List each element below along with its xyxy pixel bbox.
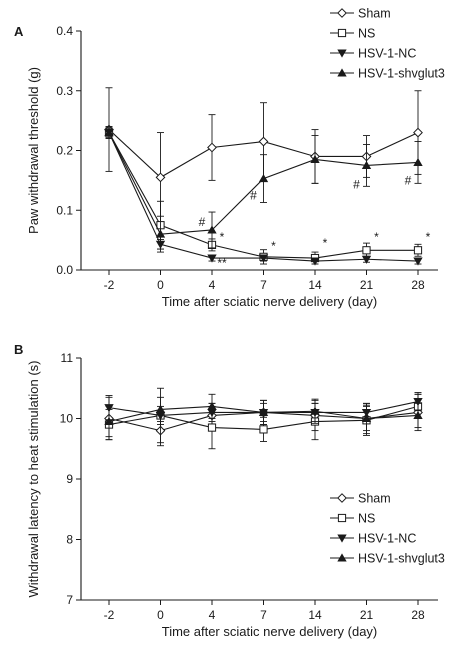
data-point: [310, 257, 320, 266]
data-point: [413, 398, 423, 407]
chart-panel-b: B 7 8 9 10 11 -2 0 4 7 14 21 28 Time after sciatic ne…: [14, 342, 445, 639]
legend-marker: [337, 553, 347, 562]
significance-marker: **: [217, 256, 227, 270]
significance-marker: *: [426, 230, 431, 244]
data-point: [413, 127, 423, 138]
legend-marker: [337, 513, 347, 523]
data-point: [207, 423, 217, 432]
y-tick-label: 9: [66, 472, 73, 486]
legend-entry: HSV-1-NC: [358, 47, 416, 61]
legend-marker: [337, 534, 347, 543]
x-axis-title: Time after sciatic nerve delivery (day): [162, 624, 378, 639]
x-tick-label: 28: [411, 278, 425, 292]
x-tick-label: 0: [157, 278, 164, 292]
data-point: [413, 257, 423, 266]
y-tick-label: 0.1: [56, 203, 73, 217]
legend-entry: NS: [358, 512, 375, 526]
legend-entry: Sham: [358, 7, 391, 21]
data-point: [259, 425, 268, 434]
y-axis-title: Paw withdrawal threshold (g): [26, 67, 41, 234]
panel-letter: B: [14, 342, 23, 357]
panel-letter: A: [14, 24, 24, 39]
legend: Sham NS HSV-1-NC HSV-1-shvglut3: [330, 492, 445, 566]
data-point: [207, 225, 217, 234]
y-axis-title: Withdrawal latency to heat stimulation (…: [26, 361, 41, 598]
significance-marker: #: [199, 215, 206, 229]
legend-entry: HSV-1-shvglut3: [358, 67, 445, 81]
legend-marker: [337, 493, 347, 503]
data-point: [361, 413, 372, 422]
y-tick-label: 0.4: [56, 24, 73, 38]
x-tick-label: 4: [209, 278, 216, 292]
x-tick-label: 21: [360, 278, 374, 292]
x-tick-label: 7: [260, 278, 267, 292]
series-hsv-1-shvglut3: [104, 393, 423, 438]
significance-marker: *: [220, 230, 225, 244]
data-point: [207, 254, 217, 263]
data-point: [155, 404, 166, 413]
legend-marker: [337, 49, 347, 58]
data-point: [207, 401, 217, 410]
data-point: [310, 154, 320, 163]
data-point: [258, 407, 269, 416]
legend-entry: HSV-1-NC: [358, 532, 416, 546]
legend-entry: HSV-1-shvglut3: [358, 552, 445, 566]
legend-marker: [337, 28, 347, 38]
series-hsv-1-nc: [104, 127, 423, 266]
x-tick-label: -2: [104, 278, 115, 292]
chart-panel-a: A 0.0 0.1 0.2 0.3 0.4 -2 0 4 7 14 21 28 Time after sc…: [14, 7, 445, 310]
y-tick-label: 8: [66, 533, 73, 547]
y-tick-label: 7: [66, 593, 73, 607]
x-axis-title: Time after sciatic nerve delivery (day): [162, 294, 378, 309]
y-tick-label: 10: [60, 412, 74, 426]
x-tick-label: 0: [157, 608, 164, 622]
data-point: [413, 246, 423, 255]
significance-marker: *: [271, 239, 276, 253]
data-point: [310, 406, 320, 415]
legend-marker: [337, 8, 347, 18]
data-point: [413, 410, 423, 419]
data-point: [361, 160, 372, 169]
data-point: [258, 136, 269, 147]
series-hsv-1-shvglut3: [104, 126, 423, 253]
legend-marker: [337, 68, 347, 77]
y-tick-label: 0.0: [56, 263, 73, 277]
x-tick-label: 4: [209, 608, 216, 622]
y-tick-label: 0.3: [56, 84, 73, 98]
legend-entry: NS: [358, 27, 375, 41]
y-tick-label: 11: [61, 351, 74, 365]
data-point: [258, 254, 269, 263]
y-tick-label: 0.2: [56, 144, 73, 158]
significance-marker: #: [405, 173, 412, 187]
data-point: [155, 229, 166, 238]
data-point: [362, 246, 371, 255]
x-tick-label: 21: [360, 608, 374, 622]
significance-marker: #: [250, 188, 257, 202]
data-point: [155, 172, 166, 183]
legend: Sham NS HSV-1-NC HSV-1-shvglut3: [330, 7, 445, 81]
data-point: [258, 173, 269, 183]
data-point: [104, 416, 114, 426]
data-point: [207, 142, 217, 153]
data-point: [413, 157, 423, 166]
significance-marker: #: [353, 178, 360, 192]
data-point: [361, 255, 372, 264]
x-tick-label: 14: [308, 278, 322, 292]
x-tick-label: 7: [260, 608, 267, 622]
significance-marker: *: [374, 230, 379, 244]
x-tick-label: 14: [308, 608, 322, 622]
data-point: [104, 127, 114, 137]
significance-marker: *: [323, 236, 328, 250]
x-tick-label: -2: [104, 608, 115, 622]
x-tick-label: 28: [411, 608, 425, 622]
legend-entry: Sham: [358, 492, 391, 506]
